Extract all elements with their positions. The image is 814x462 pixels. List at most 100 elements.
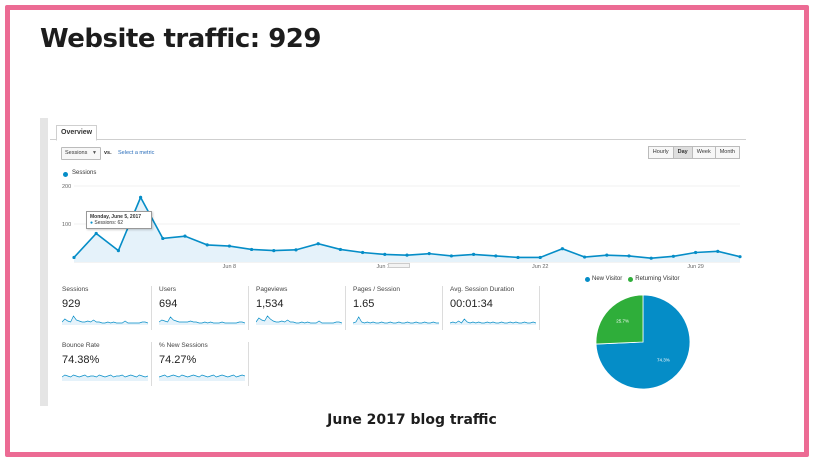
- sparkline-area: [62, 316, 148, 325]
- sessions-point[interactable]: [383, 252, 387, 256]
- period-toggle: Hourly Day Week Month: [647, 146, 740, 159]
- sessions-area: [74, 197, 740, 262]
- sessions-point[interactable]: [294, 248, 298, 252]
- x-tick-label: Jun 15: [377, 264, 394, 268]
- x-tick-label: Jun 29: [687, 264, 704, 268]
- sessions-point[interactable]: [671, 254, 676, 258]
- period-hourly-button[interactable]: Hourly: [648, 147, 674, 158]
- sessions-point[interactable]: [272, 249, 276, 253]
- sessions-point[interactable]: [560, 247, 564, 251]
- sessions-point[interactable]: [361, 250, 365, 255]
- sessions-point[interactable]: [316, 242, 320, 246]
- left-rail: [40, 118, 48, 406]
- sessions-point[interactable]: [227, 244, 231, 248]
- sessions-point[interactable]: [627, 254, 631, 258]
- sparkline-line: [62, 374, 148, 378]
- slide-title: Website traffic: 929: [40, 24, 321, 54]
- x-tick-label: Jun 22: [532, 264, 549, 268]
- sessions-point[interactable]: [161, 236, 165, 241]
- metric-value: 74.38%: [62, 354, 100, 366]
- sparkline-line: [159, 374, 245, 378]
- sparkline-area: [256, 316, 342, 325]
- sparkline-area: [159, 317, 245, 325]
- select-metric-link[interactable]: Select a metric: [118, 150, 155, 156]
- sessions-point[interactable]: [649, 256, 653, 260]
- pie-legend-returning: Returning Visitor: [628, 276, 679, 282]
- sessions-point[interactable]: [72, 255, 76, 260]
- pie-legend-new-label: New Visitor: [592, 276, 623, 282]
- sessions-point[interactable]: [472, 252, 476, 256]
- sparkline-line: [62, 315, 148, 324]
- sessions-point[interactable]: [139, 195, 143, 199]
- slide-frame: Website traffic: 929 Overview Sessions ▼…: [5, 5, 809, 457]
- sessions-point[interactable]: [738, 255, 742, 259]
- pie-slice-label: 25.7%: [616, 319, 629, 324]
- sparkline-line: [450, 318, 536, 324]
- sparkline: [62, 374, 148, 381]
- vs-label: vs.: [104, 150, 112, 156]
- tab-overview[interactable]: Overview: [56, 125, 98, 141]
- sessions-point[interactable]: [338, 247, 342, 252]
- sessions-point[interactable]: [183, 234, 187, 238]
- sessions-point[interactable]: [494, 254, 498, 258]
- x-tick-label: Jun 8: [223, 264, 236, 268]
- metric-name: Users: [159, 286, 176, 293]
- sessions-point[interactable]: [205, 243, 209, 247]
- pie-legend-returning-label: Returning Visitor: [635, 276, 680, 282]
- pie-slice-label: 74.3%: [657, 357, 670, 362]
- sessions-point[interactable]: [427, 252, 431, 256]
- sessions-point[interactable]: [716, 249, 720, 253]
- metric-value: 74.27%: [159, 354, 197, 366]
- metric-value: 694: [159, 298, 178, 310]
- sessions-line-chart: 200 100 Jun 8 Jun 15 Jun 22 Jun 29: [62, 184, 742, 268]
- slide-caption: June 2017 blog traffic: [327, 412, 497, 428]
- sessions-point[interactable]: [583, 255, 587, 259]
- sessions-point[interactable]: [605, 253, 609, 257]
- sessions-point[interactable]: [405, 253, 409, 257]
- legend-swatch: [628, 276, 634, 282]
- y-tick-label: 200: [62, 184, 71, 190]
- sessions-point[interactable]: [538, 255, 542, 260]
- sparkline-line: [353, 316, 439, 324]
- metric-card-sessions[interactable]: Sessions 929: [60, 286, 152, 330]
- period-month-button[interactable]: Month: [715, 147, 739, 158]
- sessions-point[interactable]: [94, 231, 98, 236]
- metric-value: 1,534: [256, 298, 284, 310]
- tooltip-date: Monday, June 5, 2017: [90, 214, 142, 220]
- tooltip-dot: ●: [90, 220, 95, 226]
- sessions-point[interactable]: [250, 247, 254, 252]
- sessions-point[interactable]: [449, 254, 453, 258]
- sparkline: [159, 316, 245, 325]
- metric-card-bounce-rate[interactable]: Bounce Rate 74.38%: [60, 342, 152, 386]
- metric-select-value: Sessions: [65, 150, 88, 156]
- pie-legend: New Visitor Returning Visitor: [585, 276, 679, 282]
- metric-card-new-sessions[interactable]: % New Sessions 74.27%: [157, 342, 249, 386]
- sparkline: [353, 316, 439, 325]
- period-day-button[interactable]: Day: [673, 147, 693, 158]
- metric-value: 00:01:34: [450, 298, 493, 310]
- sessions-point[interactable]: [116, 249, 120, 253]
- sparkline-line: [256, 315, 342, 324]
- metric-name: Bounce Rate: [62, 342, 100, 349]
- sessions-point[interactable]: [694, 250, 698, 255]
- y-tick-label: 100: [62, 222, 71, 228]
- pie-slice[interactable]: [595, 294, 644, 345]
- metric-card-pages-per-session[interactable]: Pages / Session 1.65: [351, 286, 443, 330]
- sparkline-area: [353, 317, 439, 325]
- pie-legend-new: New Visitor: [585, 276, 622, 282]
- sparkline: [159, 374, 245, 381]
- metric-name: Sessions: [62, 286, 89, 293]
- metric-name: Avg. Session Duration: [450, 286, 515, 293]
- metric-card-users[interactable]: Users 694: [157, 286, 249, 330]
- sessions-legend-label: Sessions: [72, 170, 97, 176]
- sessions-point[interactable]: [516, 255, 520, 260]
- metric-select[interactable]: Sessions ▼: [61, 147, 101, 160]
- chart-tooltip: Monday, June 5, 2017 ● Sessions: 62: [86, 211, 152, 229]
- metric-card-avg-session-duration[interactable]: Avg. Session Duration 00:01:34: [448, 286, 540, 330]
- metric-value: 929: [62, 298, 81, 310]
- period-week-button[interactable]: Week: [692, 147, 716, 158]
- chart-resize-handle[interactable]: [388, 263, 410, 268]
- metric-card-pageviews[interactable]: Pageviews 1,534: [254, 286, 346, 330]
- legend-swatch: [585, 276, 590, 282]
- tab-bar: Overview: [50, 123, 746, 141]
